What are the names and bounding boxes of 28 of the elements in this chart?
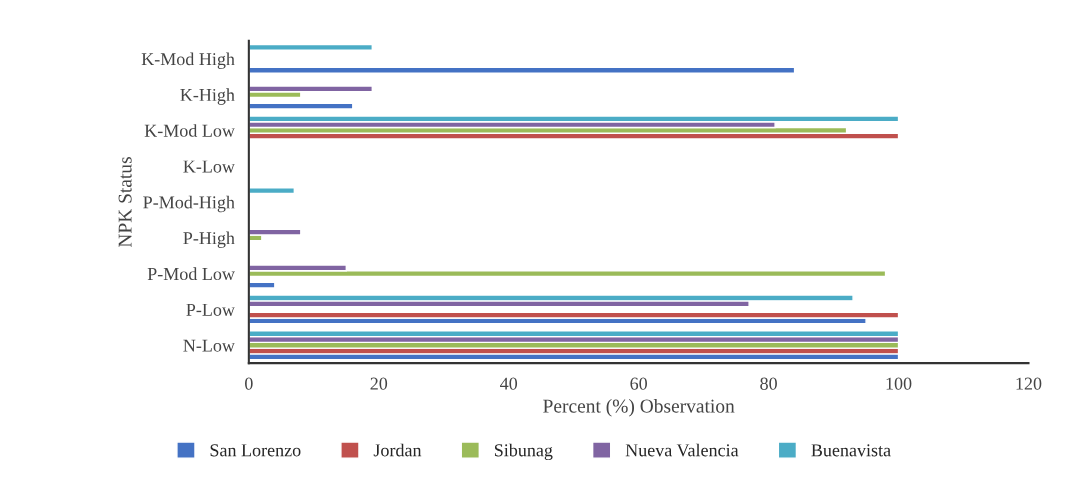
bar	[248, 187, 296, 195]
legend-label: Buenavista	[811, 444, 891, 457]
x-tick-label: 60	[630, 377, 647, 390]
x-tick-label: 0	[245, 377, 253, 390]
bar	[248, 66, 796, 74]
x-tick-label: 120	[1016, 377, 1042, 390]
y-tick-label: P-Mod Low	[147, 267, 235, 281]
x-axis-title: Percent (%) Observation	[543, 398, 735, 417]
y-tick-label: P-Mod-High	[143, 195, 235, 213]
x-tick-label: 40	[500, 377, 518, 390]
bar	[248, 281, 276, 289]
bar	[248, 43, 373, 51]
x-tick-label: 20	[370, 377, 388, 390]
y-tick-label: K-Low	[183, 160, 235, 173]
legend-label: San Lorenzo	[210, 444, 301, 457]
x-tick-label: 100	[886, 377, 912, 390]
y-tick-label: K-Mod High	[141, 52, 235, 69]
y-tick-label: K-Mod Low	[144, 124, 235, 137]
legend-label: Sibunag	[494, 443, 553, 461]
legend-label: Jordan	[373, 443, 422, 457]
bar	[248, 102, 354, 110]
y-tick-label: K-High	[180, 88, 235, 105]
y-tick-label: N-Low	[183, 339, 235, 352]
y-tick-label: P-High	[183, 231, 235, 248]
x-tick-label: 80	[760, 377, 777, 390]
y-axis-title: NPK Status	[118, 157, 132, 248]
legend-label: Nueva Valencia	[625, 443, 739, 457]
y-tick-label: P-Low	[186, 303, 235, 316]
